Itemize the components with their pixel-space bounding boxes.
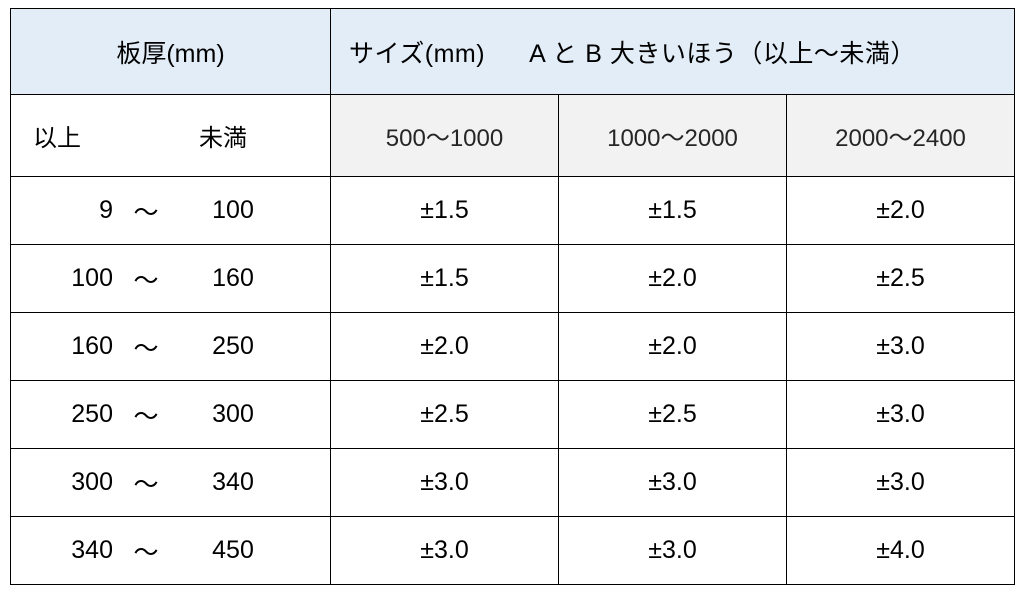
header-ijo-miman: 以上 未満: [11, 95, 331, 177]
size-range-1: 1000～2000: [559, 95, 787, 177]
tolerance-cell: ±2.0: [787, 177, 1015, 245]
thickness-cell: 250 ～ 300: [11, 381, 331, 449]
thickness-cell: 9 ～ 100: [11, 177, 331, 245]
tolerance-cell: ±3.0: [331, 449, 559, 517]
tolerance-cell: ±3.0: [559, 449, 787, 517]
tolerance-cell: ±1.5: [331, 245, 559, 313]
header-row-2: 以上 未満 500～1000 1000～2000 2000～2400: [11, 95, 1015, 177]
header-size-note: A と B 大きいほう（以上～未満）: [529, 40, 916, 68]
label-ijo: 以上: [11, 118, 153, 153]
table-row: 340 ～ 450 ±3.0 ±3.0 ±4.0: [11, 517, 1015, 585]
tolerance-cell: ±4.0: [787, 517, 1015, 585]
thickness-to: 300: [173, 400, 293, 429]
tolerance-cell: ±3.0: [787, 313, 1015, 381]
thickness-cell: 160 ～ 250: [11, 313, 331, 381]
tolerance-cell: ±3.0: [787, 381, 1015, 449]
tilde-icon: ～: [119, 397, 173, 433]
tolerance-cell: ±2.0: [559, 245, 787, 313]
tilde-icon: ～: [119, 329, 173, 365]
tolerance-cell: ±3.0: [559, 517, 787, 585]
size-range-2: 2000～2400: [787, 95, 1015, 177]
thickness-to: 160: [173, 264, 293, 293]
thickness-to: 450: [173, 536, 293, 565]
thickness-cell: 340 ～ 450: [11, 517, 331, 585]
thickness-cell: 300 ～ 340: [11, 449, 331, 517]
thickness-to: 250: [173, 332, 293, 361]
header-size-label: サイズ(mm): [349, 40, 485, 68]
table-row: 250 ～ 300 ±2.5 ±2.5 ±3.0: [11, 381, 1015, 449]
thickness-from: 9: [11, 196, 119, 225]
thickness-to: 340: [173, 468, 293, 497]
tolerance-table: 板厚(mm) サイズ(mm) A と B 大きいほう（以上～未満） 以上 未満 5…: [10, 8, 1015, 585]
header-row-1: 板厚(mm) サイズ(mm) A と B 大きいほう（以上～未満）: [11, 9, 1015, 95]
tolerance-cell: ±2.0: [331, 313, 559, 381]
tolerance-cell: ±3.0: [787, 449, 1015, 517]
tilde-icon: ～: [119, 533, 173, 569]
table-row: 100 ～ 160 ±1.5 ±2.0 ±2.5: [11, 245, 1015, 313]
tilde-icon: ～: [119, 193, 173, 229]
tolerance-cell: ±2.5: [787, 245, 1015, 313]
header-size: サイズ(mm) A と B 大きいほう（以上～未満）: [331, 9, 1015, 95]
thickness-cell: 100 ～ 160: [11, 245, 331, 313]
tolerance-cell: ±2.5: [331, 381, 559, 449]
size-range-0: 500～1000: [331, 95, 559, 177]
thickness-from: 250: [11, 400, 119, 429]
tilde-icon: ～: [119, 465, 173, 501]
tolerance-table-container: 板厚(mm) サイズ(mm) A と B 大きいほう（以上～未満） 以上 未満 5…: [0, 0, 1024, 593]
table-row: 300 ～ 340 ±3.0 ±3.0 ±3.0: [11, 449, 1015, 517]
tolerance-cell: ±1.5: [331, 177, 559, 245]
thickness-from: 160: [11, 332, 119, 361]
tolerance-cell: ±2.5: [559, 381, 787, 449]
thickness-from: 100: [11, 264, 119, 293]
table-row: 9 ～ 100 ±1.5 ±1.5 ±2.0: [11, 177, 1015, 245]
table-row: 160 ～ 250 ±2.0 ±2.0 ±3.0: [11, 313, 1015, 381]
label-miman: 未満: [153, 118, 293, 153]
tolerance-cell: ±3.0: [331, 517, 559, 585]
header-thickness: 板厚(mm): [11, 9, 331, 95]
thickness-to: 100: [173, 196, 293, 225]
tolerance-cell: ±2.0: [559, 313, 787, 381]
thickness-from: 340: [11, 536, 119, 565]
thickness-from: 300: [11, 468, 119, 497]
tolerance-cell: ±1.5: [559, 177, 787, 245]
tilde-icon: ～: [119, 261, 173, 297]
